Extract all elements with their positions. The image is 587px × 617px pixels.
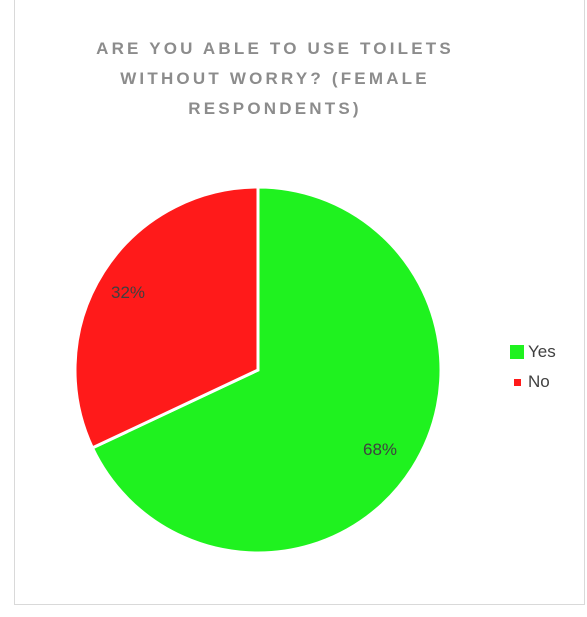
legend-item-no: No: [510, 367, 556, 397]
legend-swatch-no: [514, 378, 521, 386]
data-label-yes: 68%: [363, 440, 397, 459]
legend-item-yes: Yes: [510, 337, 556, 367]
legend-label-no: No: [528, 372, 550, 391]
data-label-no: 32%: [111, 283, 145, 302]
legend-label-yes: Yes: [528, 342, 556, 361]
legend: Yes No: [510, 337, 556, 397]
pie-slice-yes: [90, 185, 443, 555]
legend-swatch-yes: [510, 345, 524, 359]
pie-slice-no: [73, 185, 260, 450]
chart-title: ARE YOU ABLE TO USE TOILETS WITHOUT WORR…: [96, 39, 454, 118]
